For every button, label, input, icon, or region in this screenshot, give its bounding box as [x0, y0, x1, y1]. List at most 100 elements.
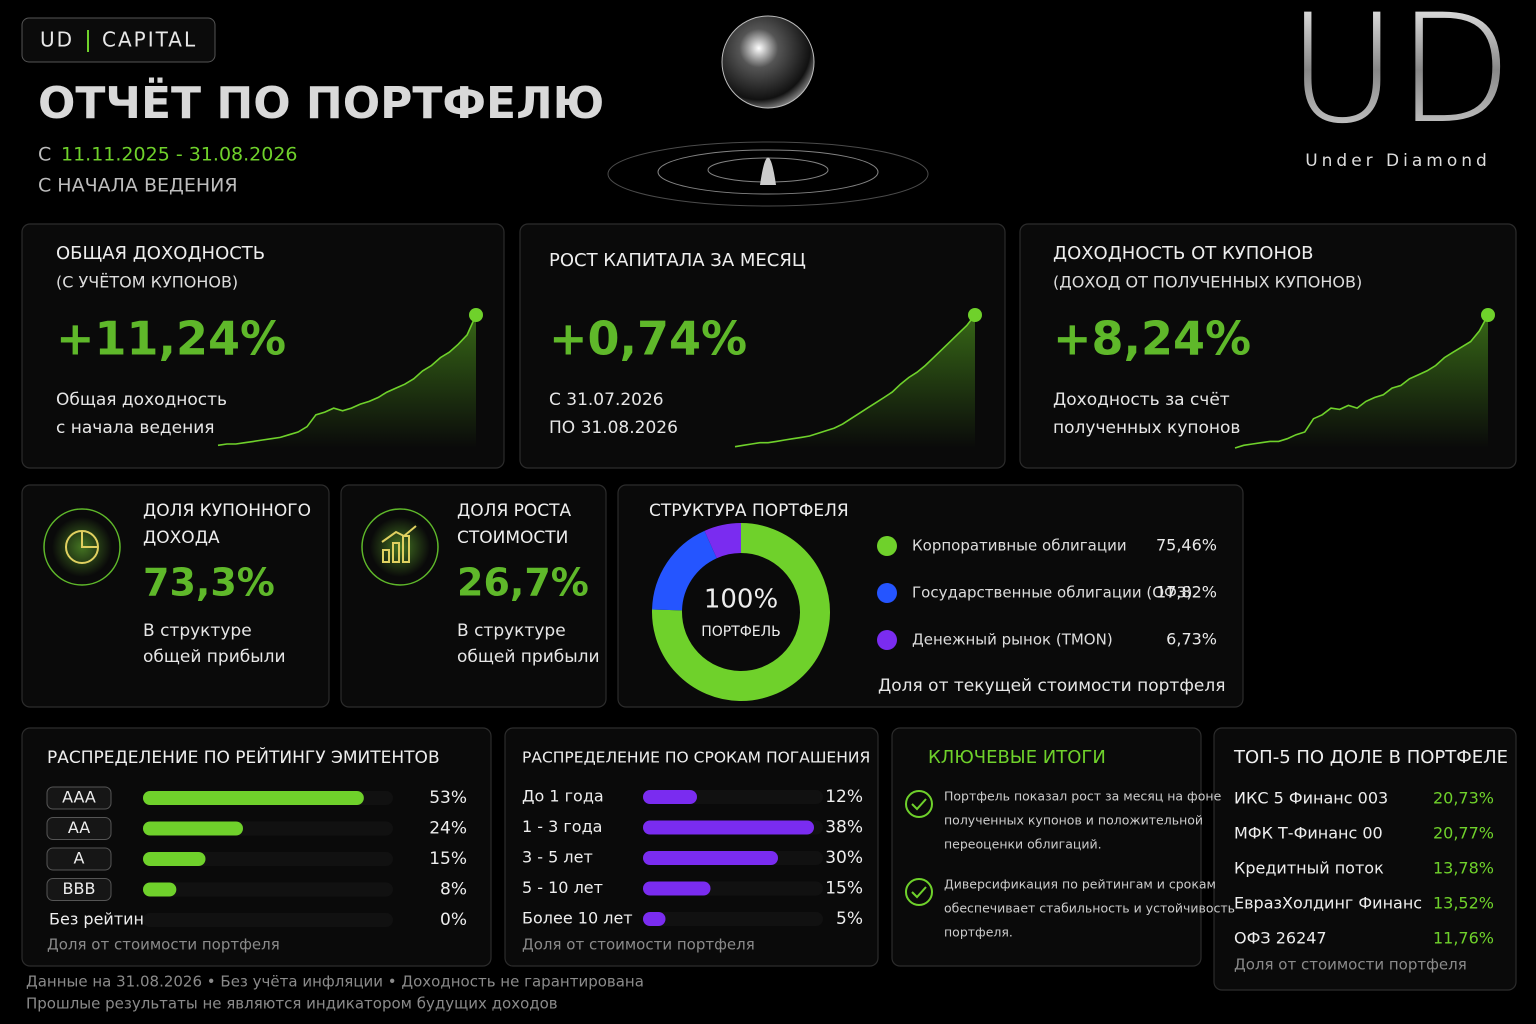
- logo: UD: [1287, 0, 1512, 157]
- summary-line: полученных купонов и положительной: [944, 813, 1203, 828]
- kdesc: общей прибыли: [143, 647, 286, 667]
- kdesc: общей прибыли: [457, 647, 600, 667]
- per: С НАЧАЛА ВЕДЕНИЯ: [38, 175, 238, 197]
- ksub: (С УЧЁТОМ КУПОНОВ): [56, 273, 238, 292]
- legend-dot: [877, 583, 897, 603]
- category-label: A: [74, 849, 85, 868]
- bar-track: [143, 852, 393, 866]
- stitle: ДОЛЯ КУПОННОГО: [143, 501, 311, 521]
- kval: +11,24%: [56, 312, 286, 366]
- value-label: 8%: [440, 880, 467, 900]
- legend-label: Корпоративные облигации: [912, 537, 1127, 555]
- sparkline-end: [968, 308, 982, 322]
- value-label: 15%: [429, 849, 467, 869]
- holding-name: ОФЗ 26247: [1234, 929, 1327, 948]
- holding-share: 20,77%: [1433, 824, 1494, 843]
- value-label: 17,82%: [1156, 583, 1217, 602]
- sparkline-area: [218, 315, 476, 448]
- sparkline-end: [469, 308, 483, 322]
- bar-track: [143, 913, 393, 927]
- bars-icon: [361, 508, 439, 586]
- value-label: 24%: [429, 819, 467, 839]
- bar: [143, 821, 243, 836]
- rating-pill: [46, 817, 112, 840]
- category-label: 3 - 5 лет: [522, 848, 593, 867]
- kdesc: с начала ведения: [56, 418, 215, 438]
- bar-track: [643, 912, 823, 926]
- summary-line: портфеля.: [944, 925, 1013, 940]
- value-label: 0%: [440, 910, 467, 930]
- logocap: Under Diamond: [1305, 151, 1491, 171]
- kdesc: В структуре: [143, 621, 252, 641]
- legend-label: Государственные облигации (ОФЗ): [912, 584, 1192, 602]
- per: С: [38, 144, 51, 166]
- card-title: РАСПРЕДЕЛЕНИЕ ПО РЕЙТИНГУ ЭМИТЕНТОВ: [47, 746, 440, 768]
- note: Доля от текущей стоимости портфеля: [878, 676, 1225, 696]
- sparkline-area: [735, 315, 975, 448]
- brand: CAPITAL: [102, 28, 197, 52]
- holding-name: Кредитный поток: [1234, 859, 1384, 878]
- ctr: 100%: [704, 585, 778, 615]
- holding-share: 13,52%: [1433, 894, 1494, 913]
- summary-line: Портфель показал рост за месяц на фоне: [944, 789, 1222, 804]
- category-label: Более 10 лет: [522, 909, 633, 928]
- stitle: СТРУКТУРА ПОРТФЕЛЯ: [649, 501, 849, 521]
- value-label: 5%: [836, 909, 863, 929]
- bar: [643, 820, 814, 835]
- kdesc: ПО 31.08.2026: [549, 418, 678, 438]
- bar-track: [143, 882, 393, 897]
- water-drop: [607, 15, 929, 207]
- holding-name: ЕвразХолдинг Финанс: [1234, 894, 1422, 913]
- legend-dot: [877, 536, 897, 556]
- kdesc: Общая доходность: [56, 390, 227, 410]
- card: [1213, 727, 1517, 991]
- note: Доля от стоимости портфеля: [47, 936, 280, 954]
- ktitle: ОБЩАЯ ДОХОДНОСТЬ: [56, 243, 265, 264]
- category-label: AA: [68, 818, 90, 837]
- ktitle: РОСТ КАПИТАЛА ЗА МЕСЯЦ: [549, 250, 806, 271]
- holding-name: МФК Т-Финанс 00: [1234, 824, 1383, 843]
- value-label: 15%: [825, 879, 863, 899]
- donut-segment: [704, 523, 742, 559]
- footer-note: Данные на 31.08.2026 • Без учёта инфляци…: [26, 973, 644, 991]
- card: [891, 727, 1202, 967]
- kval: +8,24%: [1053, 312, 1251, 366]
- sparkline: [1234, 314, 1489, 449]
- holding-share: 13,78%: [1433, 859, 1494, 878]
- kdesc: В структуре: [457, 621, 566, 641]
- holding-name: ИКС 5 Финанс 003: [1234, 789, 1388, 808]
- bar: [643, 790, 697, 804]
- title: ОТЧЁТ ПО ПОРТФЕЛЮ: [38, 76, 604, 129]
- bar: [143, 882, 177, 897]
- sparkline: [734, 314, 976, 448]
- summary-line: переоценки облигаций.: [944, 837, 1102, 852]
- rating-pill: [46, 878, 112, 901]
- kval: +0,74%: [549, 312, 747, 366]
- sumt: КЛЮЧЕВЫЕ ИТОГИ: [928, 747, 1106, 768]
- bar: [643, 851, 778, 865]
- pergreen: 11.11.2025 - 31.08.2026: [61, 144, 298, 166]
- summary-line: Диверсификация по рейтингам и срокам: [944, 877, 1216, 892]
- footer-note: Прошлые результаты не являются индикатор…: [26, 995, 558, 1013]
- holding-share: 11,76%: [1433, 929, 1494, 948]
- stitle: ДОХОДА: [143, 528, 220, 548]
- sparkline: [217, 314, 477, 447]
- bar: [143, 791, 364, 805]
- bar: [143, 852, 206, 866]
- ksub: (ДОХОД ОТ ПОЛУЧЕННЫХ КУПОНОВ): [1053, 273, 1362, 292]
- category-label: 5 - 10 лет: [522, 878, 603, 897]
- bar: [643, 912, 666, 926]
- value-label: 38%: [825, 818, 863, 838]
- pie-icon: [43, 508, 121, 586]
- sval: 73,3%: [143, 561, 275, 605]
- legend-label: Денежный рынок (TMON): [912, 631, 1113, 649]
- card-title: РАСПРЕДЕЛЕНИЕ ПО СРОКАМ ПОГАШЕНИЯ: [522, 749, 870, 767]
- brand-box: [21, 17, 216, 63]
- category-label: До 1 года: [522, 787, 604, 806]
- value-label: 30%: [825, 848, 863, 868]
- brand: UD: [40, 28, 74, 52]
- category-label: 1 - 3 года: [522, 817, 602, 836]
- sparkline-area: [1235, 315, 1488, 448]
